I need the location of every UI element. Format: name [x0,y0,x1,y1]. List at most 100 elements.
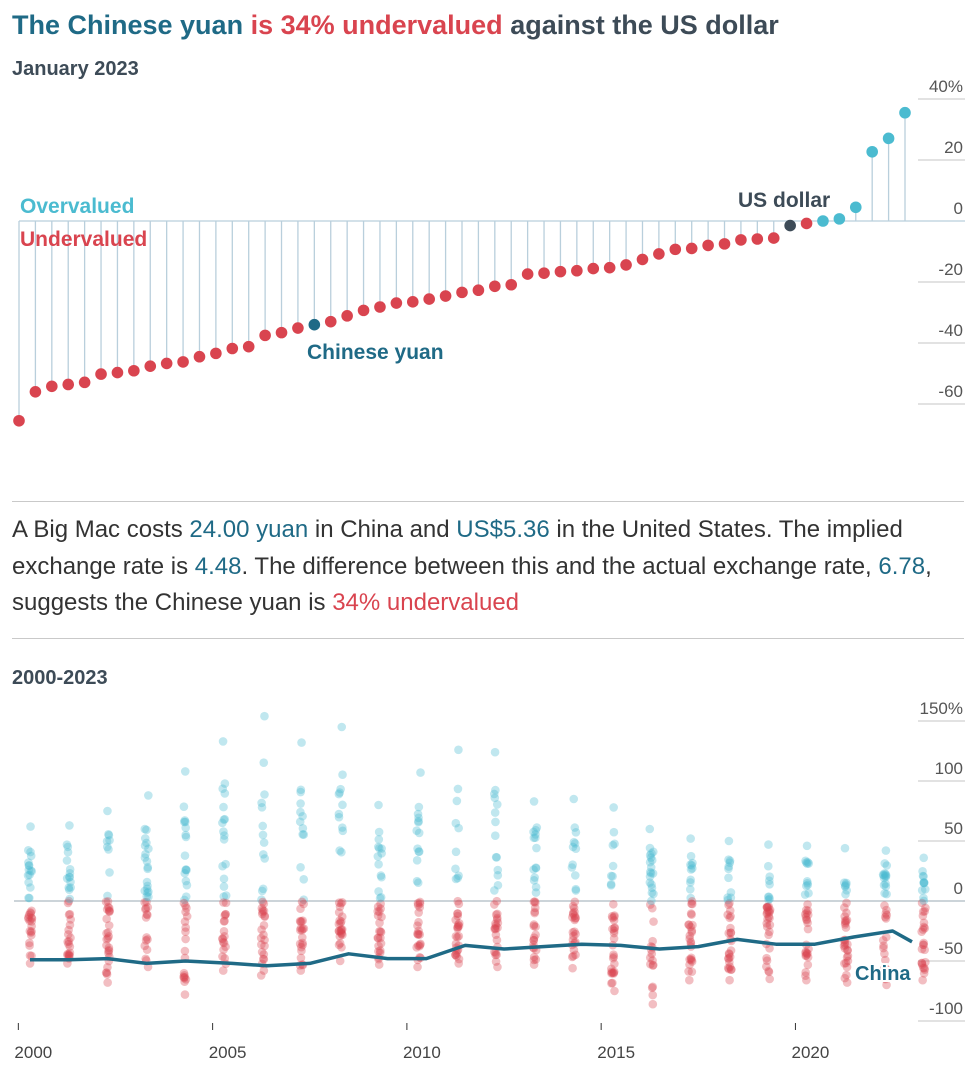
country-point [141,904,151,913]
country-point [490,886,499,895]
country-point [373,907,382,916]
country-point [687,910,696,919]
country-point [375,948,385,958]
country-point [803,900,812,909]
currency-point [423,293,435,305]
title-tail: against the US dollar [510,10,779,40]
y-tick-label: -40 [938,321,963,340]
country-point [26,883,35,892]
country-point [881,871,891,881]
country-point [414,847,424,856]
country-point [374,941,383,951]
country-point [143,888,152,898]
country-point [103,962,112,972]
country-point [841,881,850,891]
country-point [299,899,308,909]
country-point [685,934,694,944]
country-point [529,955,539,965]
country-point [181,927,190,936]
country-point [646,868,656,878]
country-point [454,918,464,928]
country-point [764,892,773,902]
country-point [220,789,230,798]
country-point [374,843,384,853]
country-point [258,884,268,894]
country-point [181,823,190,833]
country-point [762,919,772,928]
country-point [686,865,696,874]
country-point [764,895,773,905]
country-point [179,898,189,908]
country-point [334,789,344,799]
currency-point [128,364,140,377]
country-point [142,909,152,919]
country-point [260,912,270,921]
country-point [490,808,500,817]
country-point [451,950,460,960]
country-point [687,955,696,965]
country-point [571,884,581,894]
country-point [374,947,383,956]
country-point [492,913,502,923]
country-point [104,903,114,913]
country-point [687,899,696,909]
country-point [531,825,541,835]
country-point [764,967,774,977]
country-point [919,878,928,888]
country-point [801,905,811,915]
country-point [725,913,734,923]
y-tick-label: -60 [938,382,963,401]
currency-point [521,268,534,280]
country-point [181,876,191,886]
country-point [882,889,891,899]
country-point [880,859,890,868]
country-point [725,856,735,866]
country-point [568,908,578,918]
country-point [218,966,228,975]
country-point [726,965,736,974]
country-point [648,936,657,946]
country-point [64,910,74,920]
country-point [686,851,696,861]
country-point [63,950,72,960]
para-text-1: A Big Mac costs [12,516,190,543]
country-point [920,963,929,973]
currency-point [669,243,682,256]
country-point [375,907,384,916]
country-point [182,903,191,913]
country-point [840,882,850,891]
country-point [843,940,852,949]
currency-point [357,304,370,317]
divider-bottom [12,638,964,639]
country-point [880,889,889,898]
country-point [491,921,501,930]
country-point [569,945,579,955]
country-point [881,914,891,923]
country-point [414,802,424,812]
country-point [803,924,813,934]
country-point [104,845,113,854]
country-point [570,823,580,832]
country-point [726,893,736,902]
overvalued-label: Overvalued [20,195,134,218]
country-point [646,853,656,862]
country-point [415,899,425,908]
country-point [917,927,926,936]
history-subtitle: 2000-2023 [12,667,108,689]
country-point [219,938,229,948]
currency-point [817,215,829,227]
country-point [415,902,425,912]
country-point [140,898,149,907]
country-point [452,948,461,958]
country-point [374,960,384,969]
currency-point [456,286,468,299]
currency-point [685,242,698,255]
country-point [64,925,73,935]
country-point [25,938,34,948]
country-point [218,934,227,943]
country-point [179,802,189,811]
country-point [218,934,227,944]
country-point [140,841,150,850]
country-point [102,836,112,846]
country-point [726,928,736,937]
